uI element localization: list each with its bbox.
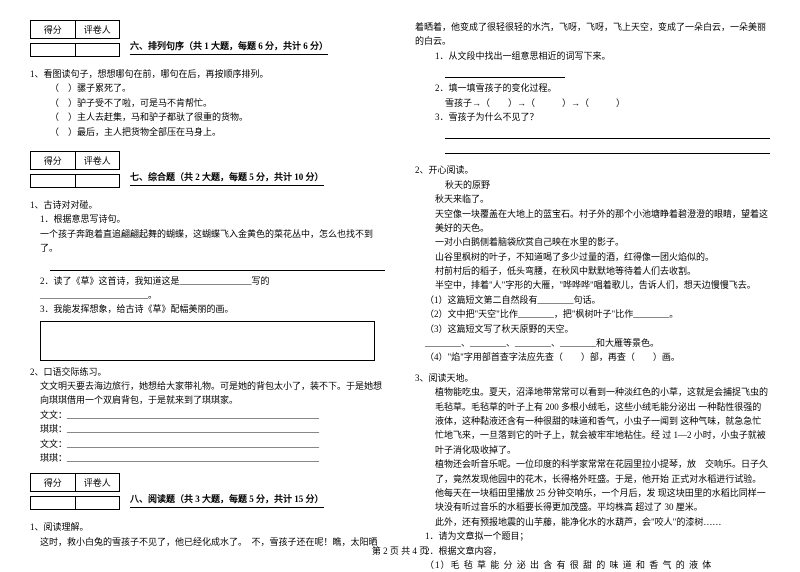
sub-q: 1．请为文章拟一个题目； <box>415 529 770 543</box>
sub-q3: 3．雪孩子为什么不见了？ <box>415 110 770 124</box>
answer-blank <box>445 66 565 78</box>
q6-item: （ ）主人去赶集，马和驴子都驮了很重的货物。 <box>30 110 385 124</box>
para: 此外，还有预报地震的山芋藤，能净化水的水葫芦，会"咬人"的漆树…… <box>415 515 770 529</box>
score-label: 得分 <box>31 21 76 38</box>
sub-a1: （1）这篇短文第二自然段有________句话。 <box>415 293 770 307</box>
section-7-header: 得分 评卷人 七、综合题（共 2 大题，每题 5 分，共计 10 分） <box>30 151 385 192</box>
q6-item: （ ）骡子累死了。 <box>30 81 385 95</box>
para: 秋天来临了。 <box>415 192 770 206</box>
score-label: 得分 <box>31 152 76 169</box>
score-label: 得分 <box>31 474 76 491</box>
para: 半空中，排着"人"字形的大雁，"哗哗哗"唱着歌儿，告诉人们，想天边慢慢飞去。 <box>415 278 770 292</box>
para: 植物能吃虫。夏天，沼泽地带常常可以看到一种淡红色的小草，这就是会捕捉飞虫的毛毡草… <box>415 385 770 457</box>
para: 植物还会听音乐呢。一位印度的科学家常常在花园里拉小提琴，放 交响乐。日子久了，竟… <box>415 457 770 515</box>
q7-2p: 文文明天要去海边旅行，她想给大家带礼物。可是她的背包太小了，装不下。于是她想向琪… <box>30 379 385 408</box>
dialog-line: 文文：_____________________________________… <box>30 437 385 451</box>
section-8-title: 八、阅读题（共 3 大题，每题 5 分，共计 15 分） <box>130 492 324 508</box>
q6-1: 1、看图读句子，想想哪句在前，哪句在后，再按顺序排列。 <box>30 67 385 81</box>
q7-1b: 2．读了《草》这首诗，我知道这是________________写的______… <box>30 274 385 303</box>
q8-1: 1、阅读理解。 <box>30 520 385 534</box>
q7-1: 1、古诗对对碰。 <box>30 198 385 212</box>
section-8-header: 得分 评卷人 八、阅读题（共 3 大题，每题 5 分，共计 15 分） <box>30 473 385 514</box>
grader-label: 评卷人 <box>76 474 120 491</box>
drawing-box <box>40 321 375 361</box>
score-box: 得分 评卷人 <box>30 151 120 192</box>
section-6-title: 六、排列句序（共 1 大题，每题 6 分，共计 6 分） <box>130 39 328 55</box>
q3-title: 3、阅读天地。 <box>415 371 770 385</box>
q7-1c: 3．我能发挥想象，给古诗《草》配幅美丽的画。 <box>30 302 385 316</box>
q6-item: （ ）最后，主人把货物全部压在马身上。 <box>30 125 385 139</box>
answer-blank <box>445 142 770 154</box>
dialog-line: 文文：_____________________________________… <box>30 408 385 422</box>
para: 村前村后的稻子，低头弯腰，在秋风中默默地等待着人们去收割。 <box>415 264 770 278</box>
section-6-header: 得分 评卷人 六、排列句序（共 1 大题，每题 6 分，共计 6 分） <box>30 20 385 61</box>
section-7-title: 七、综合题（共 2 大题，每题 5 分，共计 10 分） <box>130 170 324 186</box>
chain: 雪孩子→（ ）→（ ）→（ ） <box>415 96 770 110</box>
left-column: 得分 评卷人 六、排列句序（共 1 大题，每题 6 分，共计 6 分） 1、看图… <box>30 20 385 540</box>
q2-title: 2、开心阅读。 <box>415 163 770 177</box>
dialog-line: 琪琪：_____________________________________… <box>30 422 385 436</box>
sub-a4: （4）"焰"字用部首查字法应先查（ ）部，再查（ ）画。 <box>415 350 770 364</box>
sub-q2: 2．填一填雪孩子的变化过程。 <box>415 81 770 95</box>
subtitle: 秋天的原野 <box>415 178 770 192</box>
q6-item: （ ）驴子受不了啦，可是马不肯帮忙。 <box>30 96 385 110</box>
q7-1a: 1．根据意思写诗句。 <box>30 212 385 226</box>
continuation: 着晒着，他变成了很轻很轻的水汽，飞呀，飞呀，飞上天空，变成了一朵白云，一朵美丽的… <box>415 20 770 49</box>
sub-q1: 1．从文段中找出一组意思相近的词写下来。 <box>415 49 770 63</box>
grader-label: 评卷人 <box>76 152 120 169</box>
right-column: 着晒着，他变成了很轻很轻的水汽，飞呀，飞呀，飞上天空，变成了一朵白云，一朵美丽的… <box>415 20 770 540</box>
score-box: 得分 评卷人 <box>30 473 120 514</box>
para: 天空像一块覆盖在大地上的蓝宝石。村子外的那个小池塘睁着碧澄澄的眼睛，望着这美好的… <box>415 207 770 236</box>
q7-2: 2、口语交际练习。 <box>30 365 385 379</box>
page-footer: 第 2 页 共 4 页 <box>0 544 800 557</box>
sub-a2: （2）文中把"天空"比作________，把"枫树叶子"比作________。 <box>415 307 770 321</box>
sub-a3b: ________、________、________、________和大雁等景… <box>415 336 770 350</box>
grader-label: 评卷人 <box>76 21 120 38</box>
dialog-line: 琪琪：_____________________________________… <box>30 451 385 465</box>
sub-a3: （3）这篇短文写了秋天原野的天空。 <box>415 322 770 336</box>
answer-blank <box>445 127 770 139</box>
q7-1-line: 一个孩子奔跑着直追翩翩起舞的蝴蝶，这蝴蝶飞入金黄色的菜花丛中，怎么也找不到了。 <box>30 227 385 256</box>
answer-blank <box>50 259 385 271</box>
para: 一对小白鹅侧着脑袋欣赏自己映在水里的影子。 <box>415 235 770 249</box>
para: 山谷里枫树的叶子，不知道喝了多少过量的酒，红得像一团火焰似的。 <box>415 250 770 264</box>
score-box: 得分 评卷人 <box>30 20 120 61</box>
